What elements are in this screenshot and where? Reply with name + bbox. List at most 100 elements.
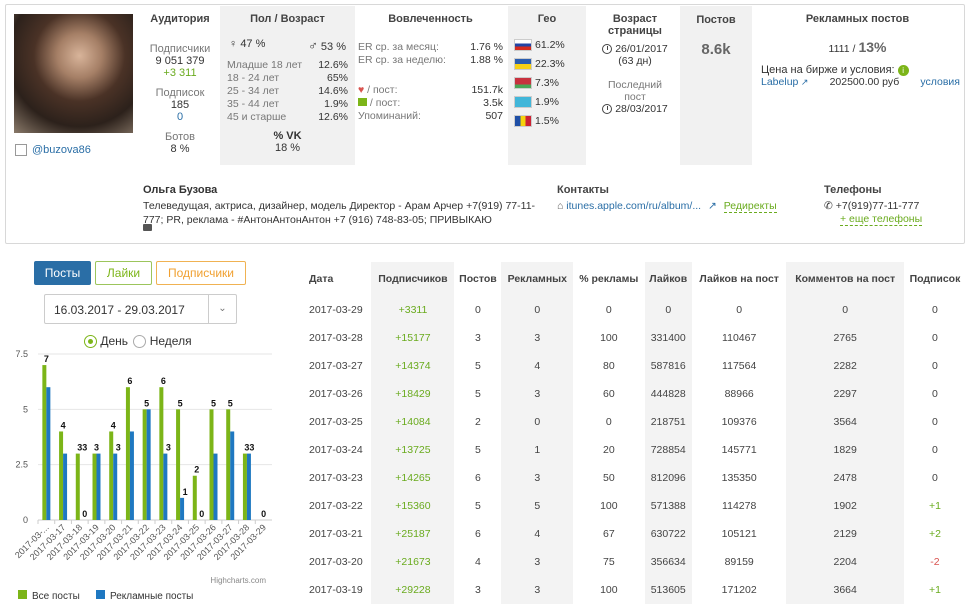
- geo-column: Гео 61.2% 22.3% 7.3% 1.9% 1.5%: [508, 6, 586, 165]
- table-cell: 2017-03-21: [309, 528, 363, 540]
- week-radio[interactable]: [133, 335, 147, 349]
- page-age-title: Возраст страницы: [608, 13, 662, 37]
- bar: [129, 431, 134, 520]
- date-range-picker[interactable]: 16.03.2017 - 29.03.2017 ⌄: [44, 294, 237, 324]
- table-cell: +2: [928, 528, 941, 540]
- table-cell: 0: [932, 416, 938, 428]
- table-cell: +18429: [371, 380, 455, 408]
- data-label: 0: [82, 509, 87, 519]
- age-value: 1.9%: [324, 98, 348, 110]
- ads-title: Рекламных постов: [805, 13, 910, 25]
- created-date: 26/01/2017: [615, 43, 668, 55]
- day-radio[interactable]: [84, 335, 97, 349]
- table-cell: 0: [932, 332, 938, 344]
- column-header[interactable]: Подписчиков: [371, 262, 455, 296]
- table-cell: 2129: [786, 520, 904, 548]
- table-cell: 0: [932, 388, 938, 400]
- table-cell: 109376: [721, 416, 757, 428]
- column-header[interactable]: Комментов на пост: [786, 262, 904, 296]
- table-row: 2017-03-20 +21673 4 3 75 356634 89159 2204 -2: [296, 548, 966, 576]
- age-row: 18 - 24 лет 65%: [227, 72, 348, 85]
- geo-value: 22.3%: [535, 58, 565, 70]
- age-label: 18 - 24 лет: [227, 72, 280, 84]
- terms-link[interactable]: условия: [920, 76, 960, 88]
- table-cell: 513605: [644, 576, 692, 604]
- table-row: 2017-03-24 +13725 5 1 20 728854 145771 1829 0: [296, 436, 966, 464]
- female-icon: ♀: [229, 38, 238, 50]
- comments-per-post-value: 3.5k: [483, 97, 503, 109]
- table-cell: 2017-03-23: [309, 472, 363, 484]
- column-header[interactable]: Постов: [459, 273, 497, 285]
- following-extra[interactable]: 0: [176, 111, 184, 123]
- following-value: 185: [170, 99, 190, 111]
- more-phones-link[interactable]: + еще телефоны: [840, 213, 923, 226]
- contact-link[interactable]: itunes.apple.com/ru/album/...: [566, 200, 702, 212]
- table-cell: 171202: [721, 584, 757, 596]
- gender-age-title: Пол / Возраст: [250, 13, 325, 25]
- bots-label: Ботов: [165, 131, 195, 143]
- kazakhstan-flag-icon: [514, 96, 532, 109]
- table-cell: 2478: [786, 464, 904, 492]
- column-header[interactable]: Лайков на пост: [699, 273, 779, 285]
- table-cell: 145771: [721, 444, 757, 456]
- contacts-title: Контакты: [557, 184, 609, 196]
- info-icon[interactable]: i: [897, 65, 909, 76]
- heart-icon: ♥: [358, 84, 365, 96]
- table-cell: +1: [928, 584, 941, 596]
- redirects-link[interactable]: Редиректы: [723, 200, 777, 213]
- bar: [125, 387, 130, 520]
- table-cell: 3: [501, 464, 574, 492]
- table-cell: 0: [644, 296, 692, 324]
- profile-bio: Телеведущая, актриса, дизайнер, модель Д…: [143, 200, 536, 226]
- clock-icon: [602, 104, 613, 115]
- column-header[interactable]: % рекламы: [579, 273, 639, 285]
- table-cell: 571388: [644, 492, 692, 520]
- bar: [213, 453, 218, 520]
- age-row: 45 и старше 12.6%: [227, 111, 348, 124]
- age-label: 35 - 44 лет: [227, 98, 280, 110]
- bar: [163, 453, 168, 520]
- profile-handle[interactable]: @buzova86: [32, 144, 91, 156]
- bar: [159, 387, 164, 520]
- stats-table: Дата Подписчиков Постов Рекламных % рекламы Л…: [296, 262, 966, 604]
- table-cell: +13725: [371, 436, 455, 464]
- table-cell: 3564: [786, 408, 904, 436]
- select-checkbox[interactable]: [15, 144, 27, 156]
- age-row: 25 - 34 лет 14.6%: [227, 85, 348, 98]
- geo-row: 1.9%: [514, 93, 580, 112]
- y-tick-label: 7.5: [15, 349, 28, 359]
- data-label: 3: [249, 443, 254, 453]
- chevron-down-icon[interactable]: ⌄: [208, 295, 236, 323]
- table-row: 2017-03-27 +14374 5 4 80 587816 117564 2282 0: [296, 352, 966, 380]
- age-row: 35 - 44 лет 1.9%: [227, 98, 348, 111]
- tab-subscribers[interactable]: Подписчики: [156, 261, 246, 285]
- bar: [209, 409, 214, 520]
- data-label: 3: [94, 443, 99, 453]
- external-link-icon: ↗: [708, 200, 717, 212]
- profile-card: [5, 4, 965, 244]
- following-label: Подписок: [155, 87, 205, 99]
- table-cell: 5: [475, 360, 481, 372]
- table-cell: 3: [475, 584, 481, 596]
- likes-per-post-value: 151.7k: [471, 84, 503, 96]
- table-cell: +15360: [371, 492, 455, 520]
- age-label: 45 и старше: [227, 111, 287, 123]
- y-tick-label: 2.5: [15, 460, 28, 470]
- table-cell: 3: [501, 548, 574, 576]
- tab-posts[interactable]: Посты: [34, 261, 91, 285]
- table-cell: 0: [932, 360, 938, 372]
- avatar[interactable]: [14, 14, 133, 133]
- data-label: 7: [44, 354, 49, 364]
- exchange-link[interactable]: Labelup: [761, 76, 799, 88]
- column-header[interactable]: Рекламных: [501, 262, 574, 296]
- column-header[interactable]: Подписок: [909, 273, 961, 285]
- column-header[interactable]: Лайков: [644, 262, 692, 296]
- tab-likes[interactable]: Лайки: [95, 261, 152, 285]
- y-tick-label: 0: [23, 515, 28, 525]
- bar: [96, 453, 101, 520]
- table-cell: 114278: [722, 500, 757, 512]
- bots-value: 8 %: [170, 143, 190, 155]
- subscribers-value: 9 051 379: [155, 55, 205, 67]
- column-header[interactable]: Дата: [309, 273, 334, 285]
- table-cell: 0: [736, 304, 743, 316]
